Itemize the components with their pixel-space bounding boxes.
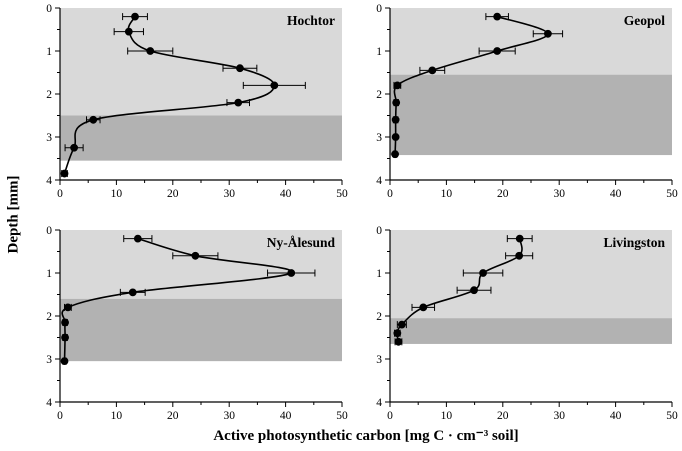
data-point <box>60 169 69 178</box>
y-axis-label: Depth [mm] <box>5 175 22 254</box>
x-tick-label: 40 <box>610 188 622 200</box>
x-tick-label: 0 <box>387 410 393 422</box>
x-tick-label: 10 <box>111 188 123 200</box>
y-tick-label: 1 <box>376 46 382 58</box>
x-tick-label: 20 <box>167 188 179 200</box>
y-tick-label: 4 <box>376 397 382 409</box>
zone-upper <box>390 230 672 319</box>
zone-upper <box>60 230 342 299</box>
x-tick-label: 10 <box>111 410 123 422</box>
y-tick-label: 3 <box>46 132 52 144</box>
y-tick-label: 3 <box>376 132 382 144</box>
profile-curve <box>61 237 293 362</box>
zone-upper <box>60 8 342 116</box>
data-point <box>428 66 437 75</box>
x-tick-label: 50 <box>666 188 678 200</box>
panel-geopol: 0 10 20 30 40 50 0 1 2 3 4 Geopol <box>376 3 678 200</box>
zone-lower <box>60 298 342 362</box>
data-point <box>287 269 296 277</box>
x-tick-label: 50 <box>336 410 348 422</box>
y-tick-label: 4 <box>46 397 52 409</box>
data-point <box>393 329 402 338</box>
x-tick-label: 30 <box>223 188 235 200</box>
x-tick-label: 20 <box>497 188 509 200</box>
y-tick-label: 0 <box>46 3 52 15</box>
zone-lower <box>60 115 342 161</box>
y-tick-label: 2 <box>376 89 382 101</box>
x-tick-label: 30 <box>553 188 565 200</box>
panel-hochtor: 0 10 20 30 40 50 0 1 2 3 4 Hochtor <box>46 3 348 200</box>
data-point <box>394 337 403 346</box>
data-point <box>236 64 244 73</box>
data-point <box>89 115 98 124</box>
data-point <box>470 286 478 295</box>
y-tick-label: 0 <box>376 3 382 15</box>
panel-title: Ny-Ålesund <box>267 235 336 250</box>
panel-title: Geopol <box>624 13 666 28</box>
data-point <box>234 98 243 107</box>
panel-ny-alesund: 0 10 20 30 40 50 0 1 2 3 4 Ny-Ålesund <box>46 225 348 422</box>
y-tick-label: 4 <box>376 175 382 187</box>
data-point <box>493 47 502 55</box>
data-point <box>133 234 142 243</box>
data-point <box>544 29 552 38</box>
data-point <box>270 81 279 90</box>
data-point <box>61 333 69 342</box>
x-tick-label: 20 <box>497 410 509 422</box>
x-tick-label: 10 <box>441 188 453 200</box>
y-tick-label: 1 <box>46 268 52 280</box>
x-tick-label: 50 <box>666 410 678 422</box>
panel-title: Hochtor <box>287 13 335 28</box>
x-tick-label: 0 <box>57 188 63 200</box>
data-point <box>391 150 399 159</box>
data-point <box>60 357 69 366</box>
y-tick-label: 2 <box>46 89 52 101</box>
data-point <box>479 269 487 277</box>
data-point <box>191 251 200 260</box>
x-tick-label: 40 <box>280 188 292 200</box>
data-point <box>391 115 400 124</box>
data-point <box>131 12 139 21</box>
data-point <box>515 234 524 243</box>
y-tick-label: 3 <box>376 354 382 366</box>
x-tick-label: 0 <box>387 188 393 200</box>
data-point <box>63 303 72 312</box>
data-point <box>393 81 402 90</box>
data-point <box>61 318 69 327</box>
x-tick-label: 0 <box>57 410 63 422</box>
y-tick-label: 3 <box>46 354 52 366</box>
x-tick-label: 30 <box>223 410 235 422</box>
y-tick-label: 2 <box>376 311 382 323</box>
data-point <box>493 12 502 21</box>
y-tick-label: 4 <box>46 175 52 187</box>
y-tick-label: 1 <box>376 268 382 280</box>
data-point <box>419 303 428 312</box>
data-point <box>392 98 401 107</box>
data-point <box>128 288 137 297</box>
panel-livingston: 0 10 20 30 40 50 0 1 2 3 4 Livingston <box>376 225 678 422</box>
x-tick-label: 10 <box>441 410 453 422</box>
x-tick-label: 40 <box>280 410 292 422</box>
zone-lower <box>390 74 672 156</box>
data-point <box>146 47 155 55</box>
data-point <box>397 320 406 329</box>
zone-lower <box>390 318 672 344</box>
x-tick-label: 20 <box>167 410 179 422</box>
y-tick-label: 0 <box>376 225 382 237</box>
data-point <box>515 251 524 260</box>
panel-title: Livingston <box>603 235 665 250</box>
y-tick-label: 0 <box>46 225 52 237</box>
x-tick-label: 30 <box>553 410 565 422</box>
y-tick-label: 1 <box>46 46 52 58</box>
data-point <box>70 143 78 152</box>
y-tick-label: 2 <box>46 311 52 323</box>
x-tick-label: 40 <box>610 410 622 422</box>
data-point <box>124 27 133 36</box>
x-axis-label: Active photosynthetic carbon [mg C · cm⁻… <box>213 428 519 444</box>
x-tick-label: 50 <box>336 188 348 200</box>
data-point <box>391 133 400 141</box>
